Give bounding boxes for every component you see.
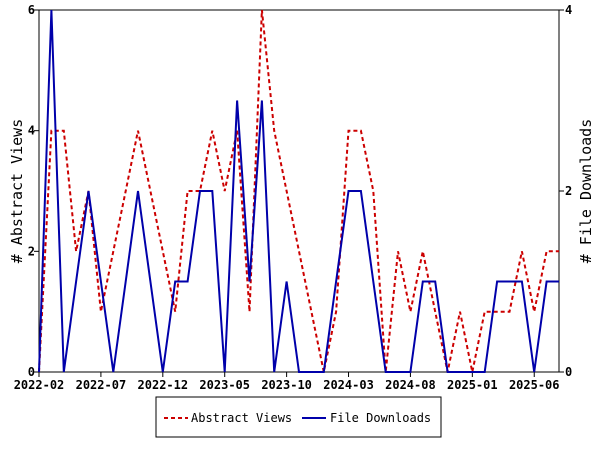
x-tick-label: 2022-02 [14,378,65,392]
x-tick-label: 2024-08 [385,378,436,392]
x-tick-label: 2025-01 [447,378,498,392]
right-y-tick-label: 2 [565,184,572,198]
axes-layer: 0 2 4 6 0 2 4 2022-02 2022-07 2022-12 2023-05 2023-… [14,3,573,392]
x-tick-label: 2022-07 [76,378,127,392]
series-line-file-downloads [38,9,559,373]
series-line-abstract-views [38,9,559,373]
right-y-tick-label: 0 [565,365,572,379]
legend-label-file-downloads: File Downloads [330,411,431,425]
left-y-tick-label: 4 [28,124,35,138]
right-y-tick-label: 4 [565,3,572,17]
x-tick-label: 2024-03 [323,378,374,392]
legend-label-abstract-views: Abstract Views [191,411,292,425]
left-axis-title: # Abstract Views [8,119,26,264]
x-tick-label: 2023-05 [199,378,250,392]
legend-box [155,396,442,438]
left-y-tick-label: 2 [28,244,35,258]
right-axis-title: # File Downloads [577,119,595,264]
series-layer [38,9,559,373]
legend: Abstract Views File Downloads [155,396,442,438]
left-y-tick-label: 0 [28,365,35,379]
x-tick-label: 2023-10 [261,378,312,392]
x-tick-label: 2022-12 [138,378,189,392]
left-y-tick-label: 6 [28,3,35,17]
plot-frame [38,9,560,373]
x-tick-label: 2025-06 [509,378,560,392]
